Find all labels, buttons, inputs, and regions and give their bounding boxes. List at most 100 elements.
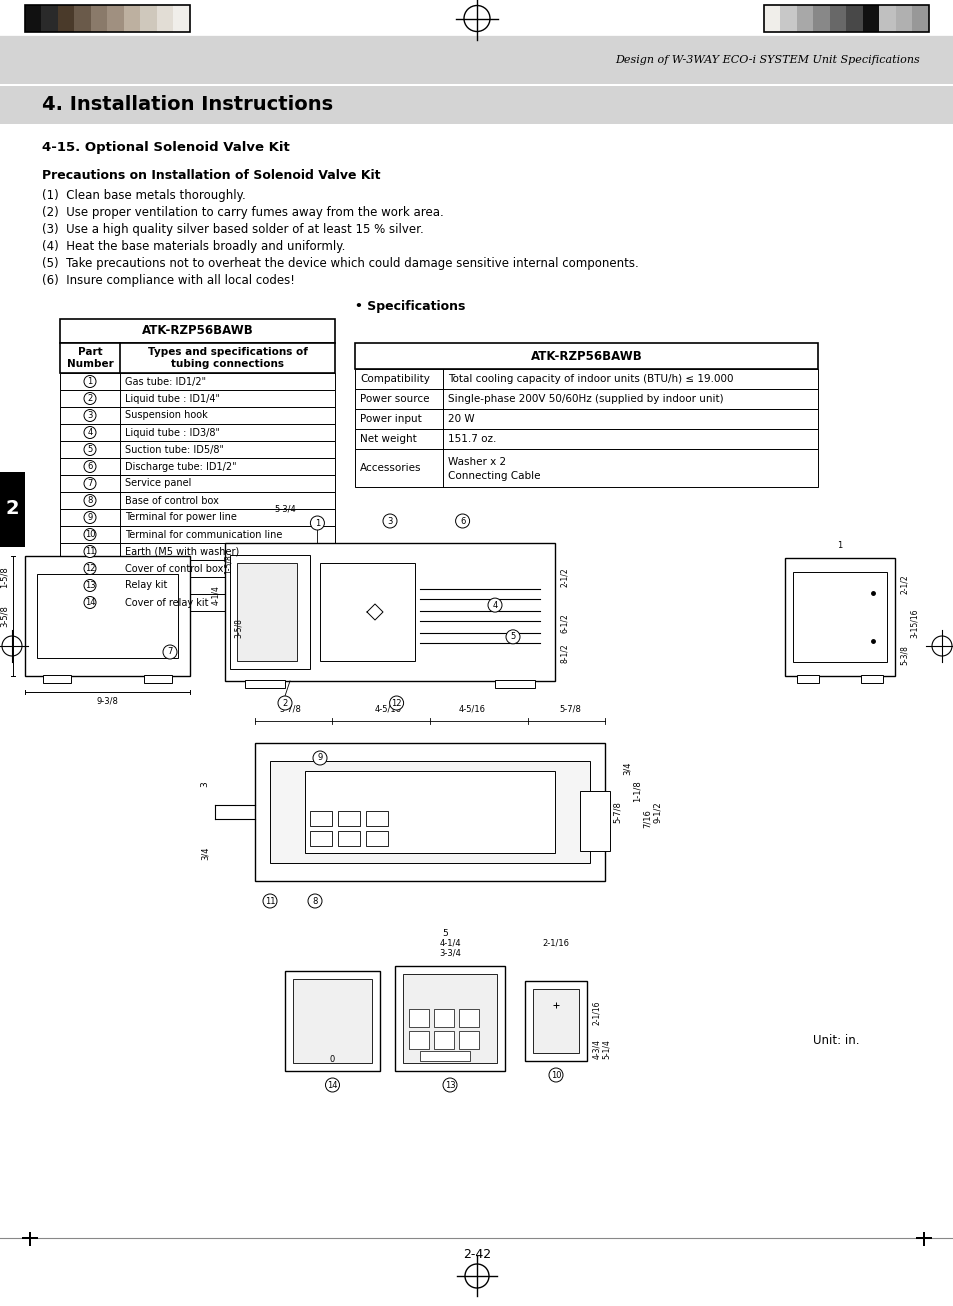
- Text: Accessories: Accessories: [359, 464, 421, 473]
- Bar: [293, 980, 372, 1063]
- Bar: [157, 5, 173, 33]
- Bar: [355, 409, 817, 428]
- Bar: [60, 594, 335, 611]
- Bar: [923, 1232, 924, 1246]
- Bar: [60, 424, 335, 441]
- Bar: [37, 575, 178, 658]
- Bar: [780, 5, 796, 33]
- Bar: [409, 1010, 429, 1027]
- Bar: [0, 37, 953, 84]
- Circle shape: [313, 751, 327, 765]
- Text: Service panel: Service panel: [125, 478, 192, 488]
- Text: 8-1/2: 8-1/2: [559, 644, 568, 663]
- Text: 2: 2: [88, 394, 92, 404]
- Bar: [60, 458, 335, 475]
- Circle shape: [442, 1077, 456, 1092]
- Text: Types and specifications of
tubing connections: Types and specifications of tubing conne…: [148, 347, 307, 368]
- Bar: [915, 1237, 931, 1239]
- Text: 13: 13: [444, 1080, 455, 1089]
- Text: 8: 8: [88, 496, 92, 505]
- Bar: [813, 5, 829, 33]
- Text: 3-3/4: 3-3/4: [438, 949, 460, 959]
- Text: 3/4: 3/4: [622, 761, 631, 774]
- Text: 4-5/16: 4-5/16: [458, 704, 485, 713]
- Bar: [792, 572, 886, 662]
- Bar: [60, 407, 335, 424]
- Bar: [796, 5, 813, 33]
- Text: 2-42: 2-42: [462, 1247, 491, 1260]
- Bar: [108, 5, 124, 33]
- Text: Net weight: Net weight: [359, 434, 416, 444]
- Text: 9: 9: [317, 754, 322, 763]
- Bar: [60, 526, 335, 543]
- Text: 5: 5: [88, 445, 92, 454]
- Text: Unit: in.: Unit: in.: [813, 1034, 859, 1047]
- Text: 7/16: 7/16: [642, 810, 651, 828]
- Text: 11: 11: [265, 896, 275, 905]
- Bar: [434, 1010, 454, 1027]
- Bar: [337, 831, 359, 846]
- Bar: [796, 675, 818, 683]
- Bar: [366, 811, 388, 825]
- Bar: [434, 1030, 454, 1049]
- Circle shape: [84, 529, 96, 541]
- Text: Suction tube: ID5/8": Suction tube: ID5/8": [125, 444, 224, 454]
- Circle shape: [456, 515, 469, 528]
- Text: 4-15. Optional Solenoid Valve Kit: 4-15. Optional Solenoid Valve Kit: [42, 141, 290, 154]
- Bar: [60, 390, 335, 407]
- Bar: [305, 771, 555, 853]
- Bar: [895, 5, 911, 33]
- Text: Base of control box: Base of control box: [125, 495, 218, 505]
- Circle shape: [84, 393, 96, 405]
- Text: (5)  Take precautions not to overheat the device which could damage sensitive in: (5) Take precautions not to overheat the…: [42, 257, 639, 270]
- Text: 12: 12: [391, 699, 401, 708]
- Text: 2-1/2: 2-1/2: [899, 575, 908, 594]
- Circle shape: [505, 629, 519, 644]
- Text: 20 W: 20 W: [448, 414, 475, 424]
- Bar: [911, 5, 928, 33]
- Bar: [310, 811, 332, 825]
- Text: 4: 4: [492, 601, 497, 610]
- Text: 6-1/2: 6-1/2: [559, 613, 568, 633]
- Text: 9: 9: [88, 513, 92, 522]
- Text: (2)  Use proper ventilation to carry fumes away from the work area.: (2) Use proper ventilation to carry fume…: [42, 206, 443, 219]
- Text: 1-5/8: 1-5/8: [0, 567, 9, 589]
- Text: 2-1/2: 2-1/2: [559, 568, 568, 588]
- Text: (3)  Use a high quality silver based solder of at least 15 % silver.: (3) Use a high quality silver based sold…: [42, 223, 423, 236]
- Bar: [140, 5, 157, 33]
- Bar: [355, 389, 817, 409]
- Text: Design of W-3WAY ECO-i SYSTEM Unit Specifications: Design of W-3WAY ECO-i SYSTEM Unit Speci…: [615, 55, 919, 65]
- Text: 151.7 oz.: 151.7 oz.: [448, 434, 496, 444]
- Bar: [0, 86, 953, 124]
- Text: 4-1/4: 4-1/4: [438, 939, 460, 948]
- Text: Liquid tube : ID1/4": Liquid tube : ID1/4": [125, 393, 220, 404]
- Bar: [419, 1051, 470, 1060]
- Bar: [533, 989, 578, 1053]
- Text: 5-7/8: 5-7/8: [558, 704, 580, 713]
- Text: 4-1/4: 4-1/4: [211, 585, 220, 606]
- Bar: [458, 1010, 478, 1027]
- Circle shape: [84, 427, 96, 439]
- Bar: [60, 560, 335, 577]
- Text: Compatibility: Compatibility: [359, 374, 430, 384]
- Circle shape: [84, 580, 96, 592]
- Text: 2-1/16: 2-1/16: [542, 939, 569, 948]
- Text: Part
Number: Part Number: [67, 347, 113, 368]
- Text: 4: 4: [88, 428, 92, 438]
- Circle shape: [84, 461, 96, 473]
- Circle shape: [382, 515, 396, 528]
- Bar: [173, 5, 190, 33]
- Text: 7: 7: [88, 479, 92, 488]
- Text: 12: 12: [85, 564, 95, 573]
- Bar: [845, 5, 862, 33]
- Text: 3/4: 3/4: [200, 846, 210, 861]
- Bar: [60, 492, 335, 509]
- Text: 10: 10: [85, 530, 95, 539]
- Bar: [355, 449, 817, 487]
- Text: • Specifications: • Specifications: [355, 300, 465, 313]
- Text: 6: 6: [88, 462, 92, 471]
- Text: 4-3/4: 4-3/4: [592, 1040, 600, 1059]
- Text: Terminal for power line: Terminal for power line: [125, 512, 236, 522]
- Text: 5-3/8: 5-3/8: [899, 645, 908, 665]
- Text: Cover of control box: Cover of control box: [125, 563, 223, 573]
